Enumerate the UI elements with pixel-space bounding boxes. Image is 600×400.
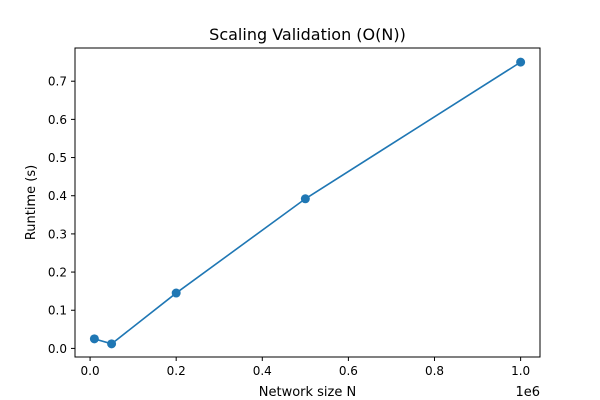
plot-area: [89, 57, 526, 349]
y-tick-label: 0.2: [48, 266, 67, 280]
y-tick-label: 0.0: [48, 342, 67, 356]
x-tick-label: 0.4: [253, 364, 272, 378]
y-tick-label: 0.1: [48, 304, 67, 318]
x-axis-offset-label: 1e6: [515, 385, 540, 400]
x-axis-label: Network size N: [259, 385, 356, 400]
x-axis: 0.0 0.2 0.4 0.6 0.8 1.0: [81, 357, 530, 378]
data-point: [300, 194, 310, 204]
y-tick-label: 0.3: [48, 227, 67, 241]
data-point: [107, 339, 117, 349]
y-tick-label: 0.4: [48, 189, 67, 203]
chart-title: Scaling Validation (O(N)): [209, 25, 406, 44]
data-point: [89, 334, 99, 344]
y-tick-label: 0.5: [48, 151, 67, 165]
data-point: [171, 288, 181, 298]
y-tick-label: 0.7: [48, 75, 67, 89]
axes-frame: [74, 47, 541, 358]
x-tick-label: 0.8: [425, 364, 444, 378]
y-axis-label: Runtime (s): [24, 165, 39, 240]
x-tick-label: 1.0: [511, 364, 530, 378]
y-tick-label: 0.6: [48, 113, 67, 127]
x-tick-label: 0.2: [167, 364, 186, 378]
y-axis: 0.0 0.1 0.2 0.3 0.4 0.5 0.6 0.7: [48, 75, 75, 356]
data-point: [516, 57, 526, 67]
x-tick-label: 0.6: [339, 364, 358, 378]
x-tick-label: 0.0: [81, 364, 100, 378]
